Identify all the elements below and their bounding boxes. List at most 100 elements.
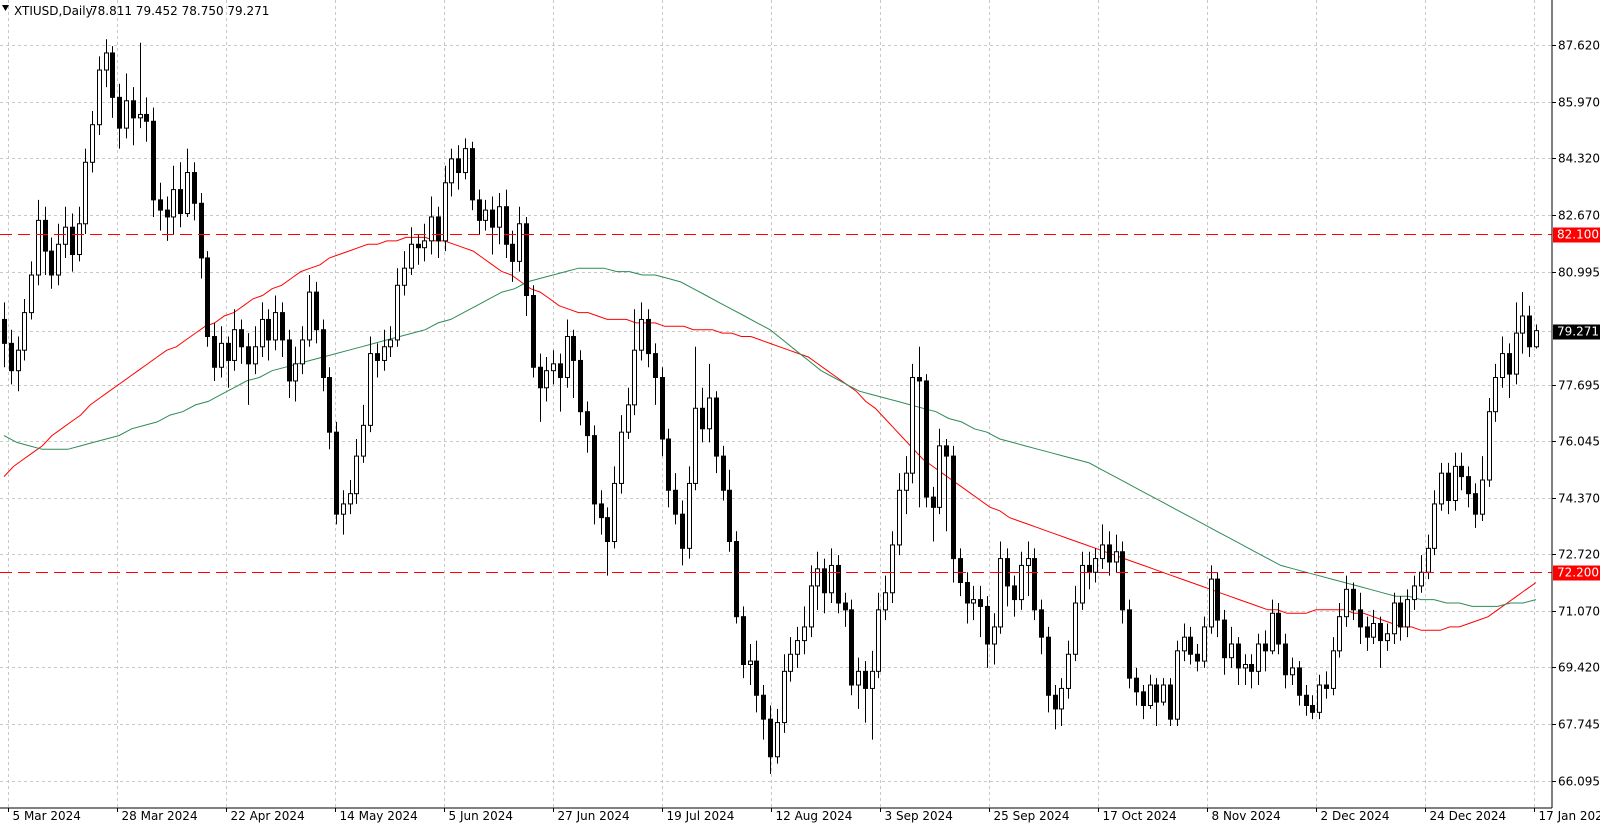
candle xyxy=(1514,302,1519,385)
current-price-label: 79.271 xyxy=(1557,325,1599,339)
candle xyxy=(443,165,448,252)
x-tick-label: 5 Mar 2024 xyxy=(13,809,81,823)
candle xyxy=(449,148,454,197)
bear-candle-body xyxy=(836,564,841,604)
grid xyxy=(0,0,1552,808)
candle xyxy=(104,39,109,88)
candle xyxy=(1046,626,1051,713)
y-tick-label: 85.970 xyxy=(1558,96,1600,110)
x-tick-label: 8 Nov 2024 xyxy=(1212,809,1281,823)
bear-candle-body xyxy=(416,243,421,249)
candle xyxy=(741,606,746,679)
y-tick-label: 69.420 xyxy=(1558,661,1600,675)
candle xyxy=(293,346,298,402)
bear-candle-body xyxy=(110,52,115,98)
candle xyxy=(680,500,685,566)
candle xyxy=(612,466,617,549)
bear-candle-body xyxy=(646,318,651,355)
bear-candle-body xyxy=(49,250,54,276)
candle xyxy=(1317,674,1322,720)
candle xyxy=(1161,678,1166,706)
price-axis[interactable]: 87.620 85.970 84.320 82.670 80.995 77.695 76.0… xyxy=(1552,39,1600,789)
candle xyxy=(1148,674,1153,709)
bull-candle-body xyxy=(368,353,373,426)
x-tick-label: 22 Apr 2024 xyxy=(231,809,305,823)
candle xyxy=(890,531,895,604)
bull-candle-body xyxy=(1493,377,1498,413)
bull-candle-body xyxy=(1439,472,1444,505)
candle xyxy=(1019,551,1024,610)
candle xyxy=(809,565,814,638)
bull-candle-body xyxy=(1487,411,1492,481)
bull-candle-body xyxy=(1256,643,1261,672)
bear-candle-body xyxy=(280,312,285,341)
bear-candle-body xyxy=(1297,667,1302,696)
candle xyxy=(456,145,461,190)
bull-candle-body xyxy=(1270,612,1275,652)
bear-candle-body xyxy=(1527,315,1532,348)
bear-candle-body xyxy=(504,206,509,245)
bear-candle-body xyxy=(944,445,949,457)
bear-candle-body xyxy=(9,342,14,372)
bear-candle-body xyxy=(1188,636,1193,655)
bear-candle-body xyxy=(1473,493,1478,515)
candle xyxy=(734,531,739,624)
x-tick-label: 27 Jun 2024 xyxy=(558,809,630,823)
bull-candle-body xyxy=(1480,479,1485,515)
candle xyxy=(497,193,502,245)
bull-candle-body xyxy=(517,223,522,262)
y-tick-label: 82.670 xyxy=(1558,209,1600,223)
x-tick-label: 17 Jan 2025 xyxy=(1539,809,1600,823)
candle xyxy=(280,302,285,358)
bull-candle-body xyxy=(612,482,617,543)
candle xyxy=(998,541,1003,634)
bull-candle-body xyxy=(551,363,556,372)
candle xyxy=(538,353,543,422)
dropdown-arrow-icon[interactable] xyxy=(2,5,9,11)
candle xyxy=(1385,623,1390,651)
time-axis[interactable]: 5 Mar 2024 28 Mar 2024 22 Apr 2024 14 May 2… xyxy=(8,808,1600,823)
horizontal-levels xyxy=(0,234,1552,573)
candle xyxy=(70,213,75,272)
bull-candle-body xyxy=(632,349,637,406)
bull-candle-body xyxy=(449,158,454,184)
bear-candle-body xyxy=(212,336,217,368)
candle xyxy=(754,640,759,713)
candle xyxy=(1066,640,1071,699)
bear-candle-body xyxy=(1046,636,1051,696)
candle xyxy=(43,206,48,276)
bull-candle-body xyxy=(1290,667,1295,676)
bull-candle-body xyxy=(1392,602,1397,635)
candle xyxy=(463,138,468,180)
bear-candle-body xyxy=(924,380,929,498)
bear-candle-body xyxy=(768,718,773,758)
candle xyxy=(605,507,610,576)
candle xyxy=(49,237,54,289)
candle xyxy=(300,326,305,375)
bear-candle-body xyxy=(721,455,726,491)
candle xyxy=(544,357,549,402)
candle xyxy=(565,319,570,388)
candle xyxy=(409,227,414,276)
bull-candle-body xyxy=(409,243,414,269)
level-price-label: 72.200 xyxy=(1557,566,1599,580)
bear-candle-body xyxy=(43,219,48,252)
bear-candle-body xyxy=(965,582,970,604)
candle xyxy=(524,216,529,317)
bull-candle-body xyxy=(1453,465,1458,502)
candle xyxy=(361,404,366,463)
candle xyxy=(1283,633,1288,689)
candle xyxy=(700,387,705,443)
bull-candle-body xyxy=(22,312,27,351)
ohlc-values: 78.811 79.452 78.750 79.271 xyxy=(90,4,269,18)
candle xyxy=(836,555,841,614)
x-tick-label: 28 Mar 2024 xyxy=(122,809,198,823)
candle xyxy=(1419,555,1424,593)
candle xyxy=(1059,678,1064,727)
candle xyxy=(693,346,698,491)
candle xyxy=(83,148,88,235)
bear-candle-body xyxy=(131,100,136,119)
